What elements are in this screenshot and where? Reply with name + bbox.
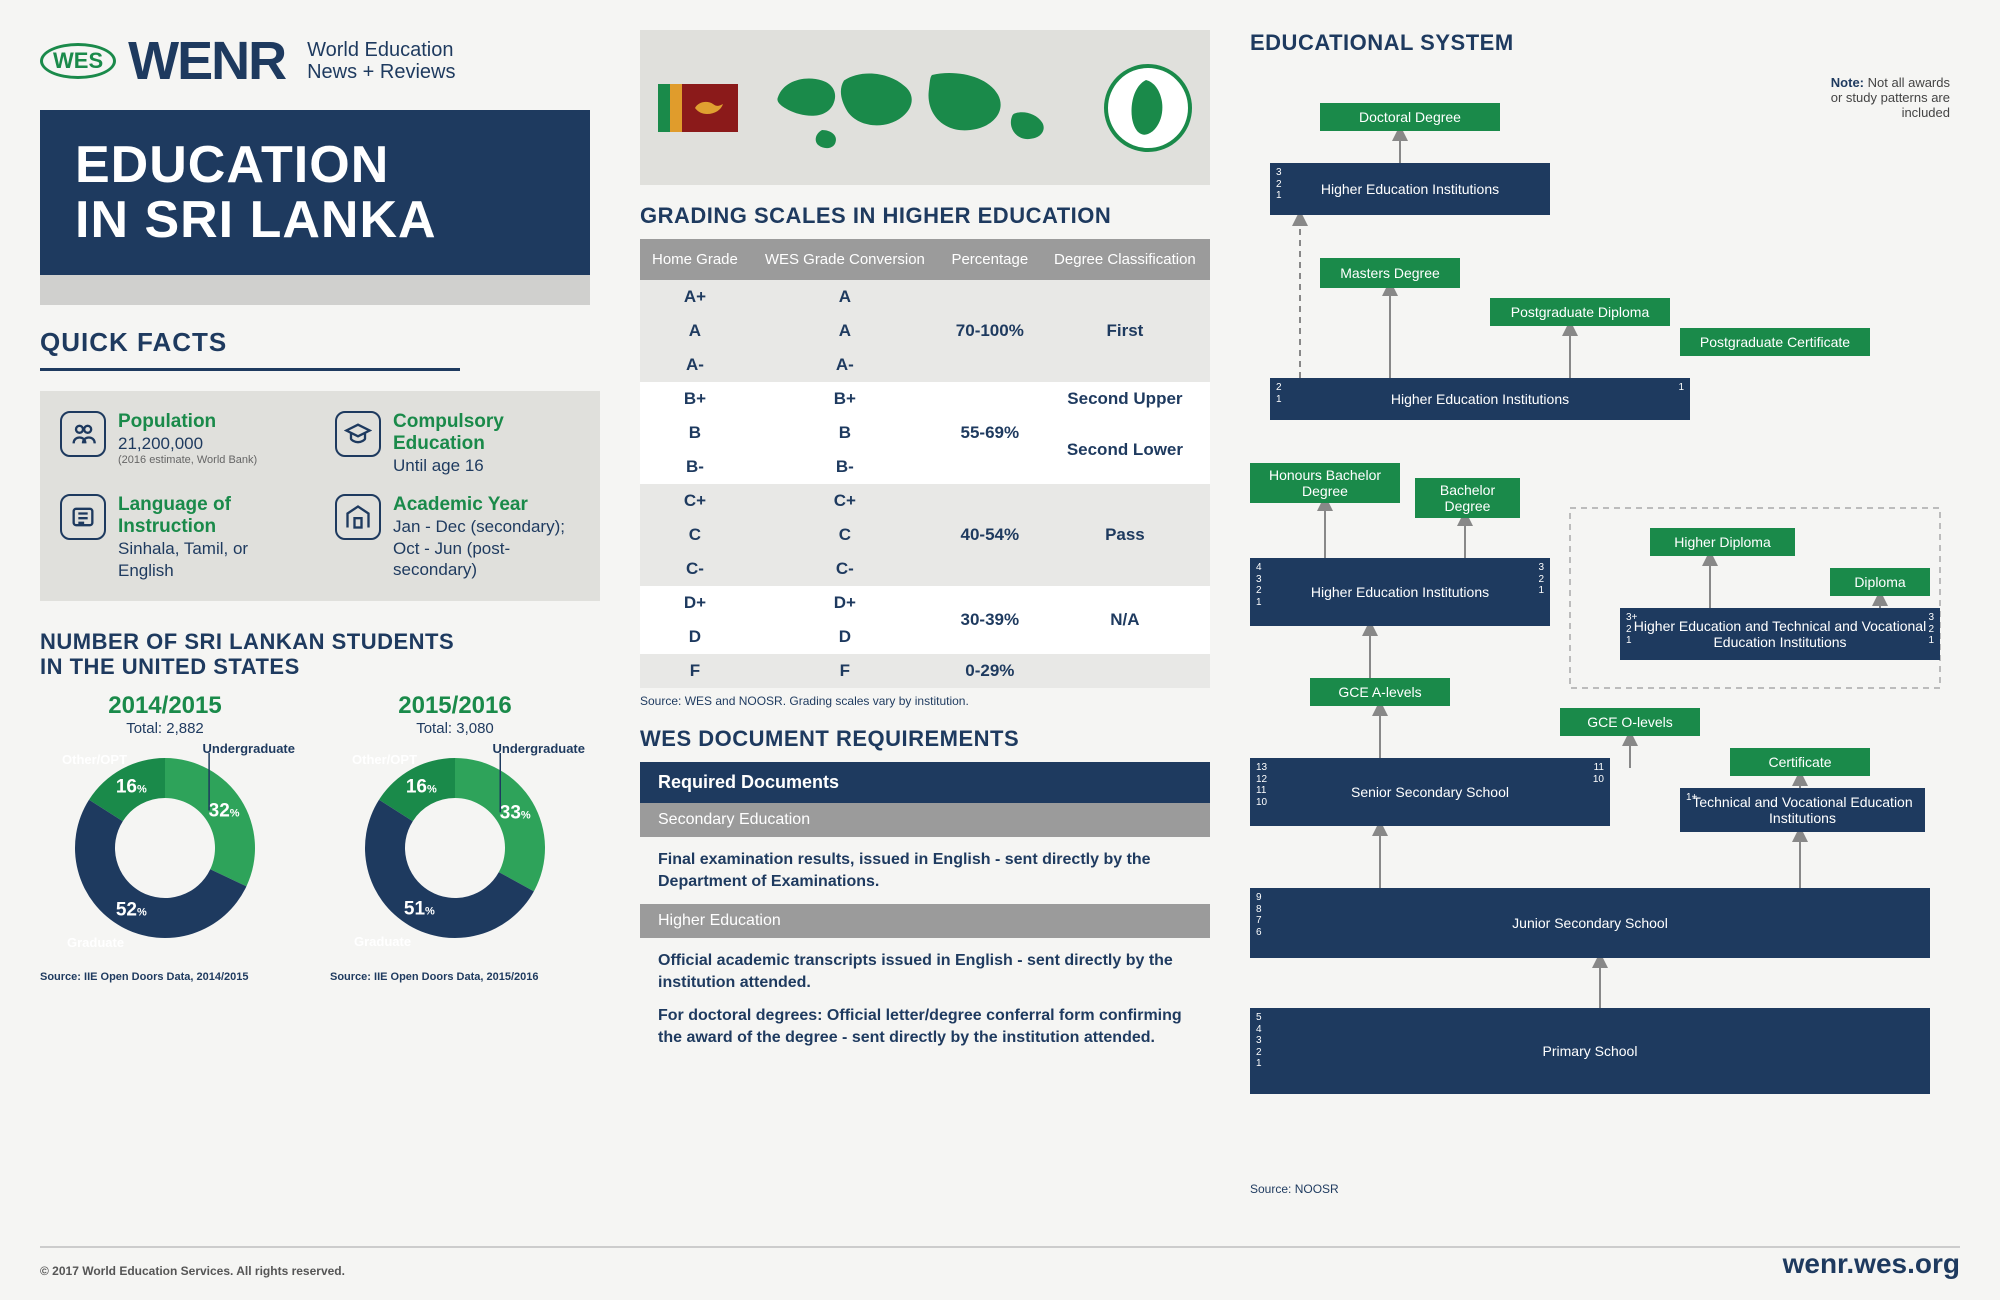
footer-url: wenr.wes.org: [1783, 1248, 1960, 1280]
qf-label: Compulsory Education: [393, 411, 580, 455]
qf-item: Academic Year Jan - Dec (secondary); Oct…: [335, 494, 580, 581]
sri-lanka-map-icon: [1104, 64, 1192, 152]
qf-value: 21,200,000: [118, 433, 257, 454]
edsys-box-hetvei: 3+21321Higher Education and Technical an…: [1620, 608, 1940, 660]
donut-chart: 2015/2016 Total: 3,080 16%33%51%Other/OP…: [330, 692, 580, 983]
edsys-box-masters: Masters Degree: [1320, 258, 1460, 288]
sri-lanka-flag: [658, 84, 738, 132]
edsys-source: Source: NOOSR: [1250, 1182, 1339, 1196]
grading-col: WES Grade Conversion: [750, 239, 940, 280]
donut-seg-label: Graduate: [67, 935, 124, 950]
edsys-box-bach: Bachelor Degree: [1415, 478, 1520, 518]
edsys-box-primary: 54321Primary School: [1250, 1008, 1930, 1094]
edsys-box-alevels: GCE A-levels: [1310, 678, 1450, 706]
edsys-box-jss: 9876Junior Secondary School: [1250, 888, 1930, 958]
donuts-row: 2014/2015 Total: 2,882 16%32%52%Other/OP…: [40, 692, 590, 983]
qf-label: Academic Year: [393, 494, 580, 516]
title-stripe: [40, 275, 590, 305]
grading-col: Percentage: [940, 239, 1040, 280]
donut-total: Total: 3,080: [330, 720, 580, 737]
edsys-box-hon-bach: Honours Bachelor Degree: [1250, 463, 1400, 503]
donut-seg-label: Undergraduate: [493, 741, 585, 756]
qf-note: (2016 estimate, World Bank): [118, 454, 257, 466]
qf-value: Jan - Dec (secondary); Oct - Jun (post-s…: [393, 516, 580, 580]
edsys-box-doctoral: Doctoral Degree: [1320, 103, 1500, 131]
qf-item: Language of Instruction Sinhala, Tamil, …: [60, 494, 305, 581]
world-map-icon: [756, 53, 1086, 163]
edsys-box-diploma: Diploma: [1830, 568, 1930, 596]
donut-source: Source: IIE Open Doors Data, 2014/2015: [40, 971, 290, 983]
grading-col: Degree Classification: [1040, 239, 1210, 280]
footer-line: [40, 1246, 1960, 1248]
qf-label: Population: [118, 411, 257, 433]
docs-sec1: Secondary Education: [640, 803, 1210, 837]
footer-copyright: © 2017 World Education Services. All rig…: [40, 1264, 345, 1278]
qf-icon: [335, 494, 381, 540]
docs-body2b: For doctoral degrees: Official letter/de…: [640, 1005, 1210, 1060]
students-title: NUMBER OF SRI LANKAN STUDENTSIN THE UNIT…: [40, 629, 590, 680]
wenr-logo: WENR: [128, 30, 285, 92]
docs-body1: Final examination results, issued in Eng…: [640, 837, 1210, 904]
edsys-box-sss: 131211101110Senior Secondary School: [1250, 758, 1610, 826]
quick-facts-grid: Population 21,200,000 (2016 estimate, Wo…: [40, 391, 600, 601]
docs-body2a: Official academic transcripts issued in …: [640, 938, 1210, 1005]
grading-col: Home Grade: [640, 239, 750, 280]
edsys-title: EDUCATIONAL SYSTEM: [1250, 30, 1950, 56]
donut-total: Total: 2,882: [40, 720, 290, 737]
page-title: EDUCATIONIN SRI LANKA: [40, 110, 590, 275]
wenr-sub1: World Education: [307, 39, 455, 61]
qf-underline: [40, 368, 460, 371]
logo-row: WES WENR World Education News + Reviews: [40, 30, 590, 92]
edsys-box-hei-top: 321Higher Education Institutions: [1270, 163, 1550, 215]
edsys-canvas: Source: NOOSR Doctoral Degree321Higher E…: [1250, 68, 1950, 1178]
right-column: EDUCATIONAL SYSTEM Note: Not all awards …: [1250, 30, 1950, 1178]
edsys-box-high-dip: Higher Diploma: [1650, 528, 1795, 556]
donut-seg-label: Undergraduate: [203, 741, 295, 756]
qf-icon: [60, 494, 106, 540]
donut-year: 2014/2015: [40, 692, 290, 720]
edsys-box-pg-cert: Postgraduate Certificate: [1680, 328, 1870, 356]
middle-column: GRADING SCALES IN HIGHER EDUCATION Home …: [640, 30, 1210, 1061]
qf-item: Population 21,200,000 (2016 estimate, Wo…: [60, 411, 305, 476]
donut-chart: 2014/2015 Total: 2,882 16%32%52%Other/OP…: [40, 692, 290, 983]
grading-table: Home GradeWES Grade ConversionPercentage…: [640, 239, 1210, 688]
wes-badge: WES: [40, 43, 116, 79]
donut-seg-label: Graduate: [354, 934, 411, 949]
docs-sec2: Higher Education: [640, 904, 1210, 938]
docs-title: WES DOCUMENT REQUIREMENTS: [640, 726, 1210, 752]
edsys-box-olevels: GCE O-levels: [1560, 708, 1700, 736]
donut-source: Source: IIE Open Doors Data, 2015/2016: [330, 971, 580, 983]
qf-label: Language of Instruction: [118, 494, 305, 538]
edsys-box-pg-dip: Postgraduate Diploma: [1490, 298, 1670, 326]
qf-value: Until age 16: [393, 455, 580, 476]
wenr-subtitle: World Education News + Reviews: [307, 39, 455, 83]
qf-icon: [60, 411, 106, 457]
quick-facts-title: QUICK FACTS: [40, 327, 590, 358]
edsys-box-tvei: 1+Technical and Vocational Education Ins…: [1680, 788, 1925, 832]
map-block: [640, 30, 1210, 185]
left-column: WES WENR World Education News + Reviews …: [40, 30, 590, 983]
grading-title: GRADING SCALES IN HIGHER EDUCATION: [640, 203, 1210, 229]
wenr-sub2: News + Reviews: [307, 61, 455, 83]
qf-value: Sinhala, Tamil, or English: [118, 538, 305, 581]
qf-icon: [335, 411, 381, 457]
qf-item: Compulsory Education Until age 16: [335, 411, 580, 476]
docs-header: Required Documents: [640, 762, 1210, 803]
donut-year: 2015/2016: [330, 692, 580, 720]
edsys-box-hei-mid: 211Higher Education Institutions: [1270, 378, 1690, 420]
edsys-box-hei-low: 4321321Higher Education Institutions: [1250, 558, 1550, 626]
edsys-box-cert: Certificate: [1730, 748, 1870, 776]
grading-source: Source: WES and NOOSR. Grading scales va…: [640, 694, 1210, 708]
